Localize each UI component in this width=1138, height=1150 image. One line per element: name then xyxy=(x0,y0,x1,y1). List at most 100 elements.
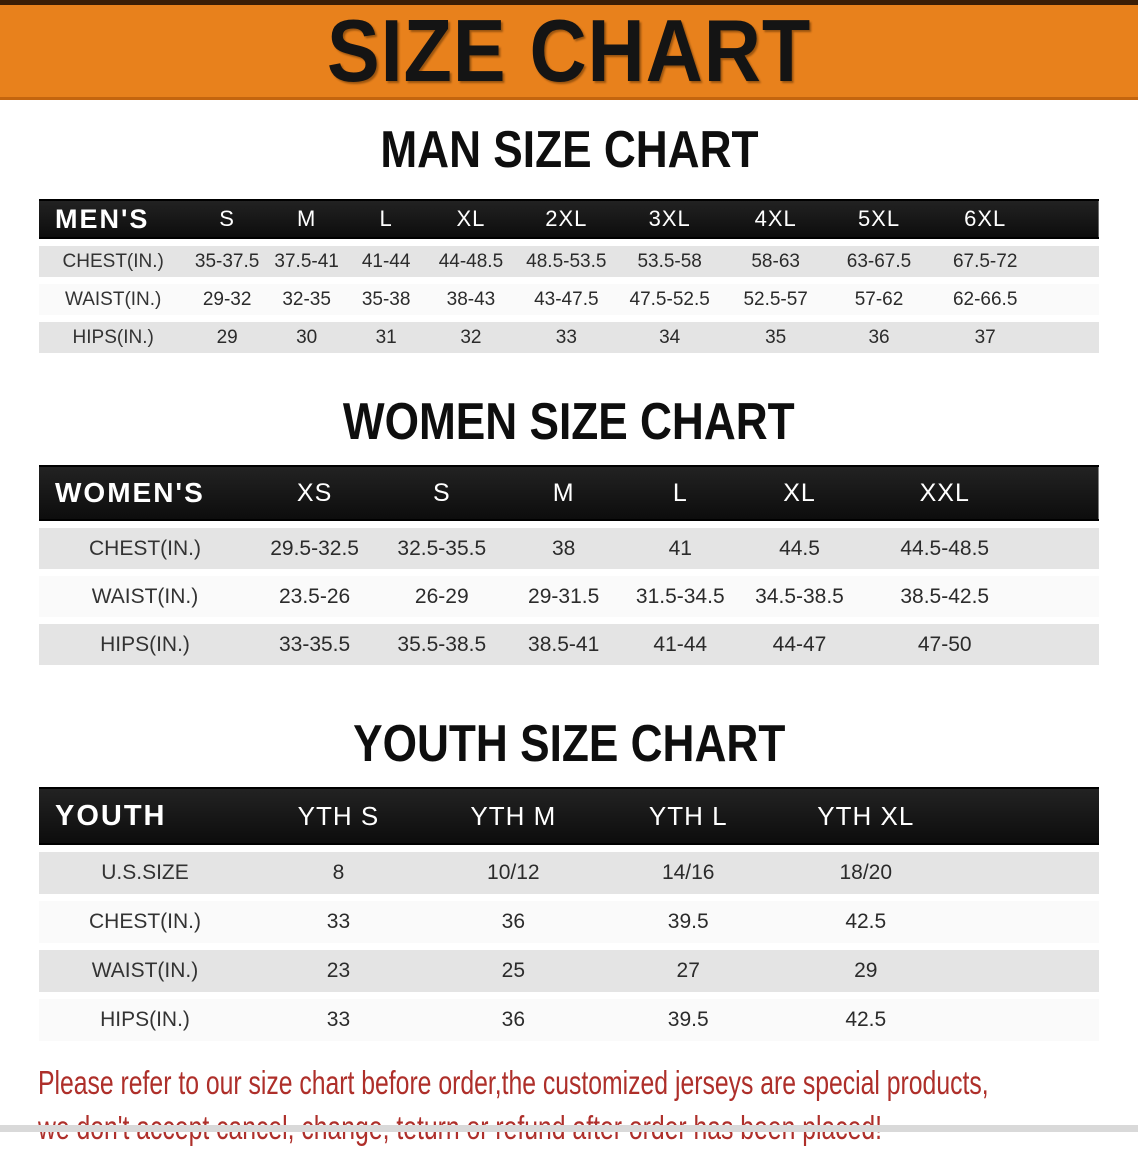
page-title: SIZE CHART xyxy=(300,7,838,95)
men-row-waistin: WAIST(IN.) 29-32 32-35 35-38 38-43 43-47.5 47.… xyxy=(39,284,1099,315)
row-label: WAIST(IN.) xyxy=(64,288,162,310)
size-value: 33 xyxy=(326,910,351,933)
spacer-cell xyxy=(956,999,1099,1041)
spacer-cell xyxy=(956,901,1099,943)
size-value: 47.5-52.5 xyxy=(629,288,710,310)
men-size-col-xl: XL xyxy=(425,199,516,239)
women-size-col-xs: XS xyxy=(251,465,379,521)
men-size-col-4xl: 4XL xyxy=(722,199,829,239)
size-value: 33-35.5 xyxy=(278,632,351,656)
size-value: 44-48.5 xyxy=(438,250,504,272)
size-value: 41-44 xyxy=(361,250,411,272)
size-value: 34.5-38.5 xyxy=(755,584,844,608)
size-value: 29-31.5 xyxy=(528,584,600,608)
size-value: 18/20 xyxy=(839,861,893,884)
youth-size-col-yth-l: YTH L xyxy=(600,787,776,845)
size-value: 42.5 xyxy=(845,910,887,933)
size-value: 53.5-58 xyxy=(637,250,702,272)
row-label: U.S.SIZE xyxy=(101,861,189,884)
disclaimer-line-1-text: Please refer to our size chart before or… xyxy=(38,1064,989,1101)
section-title-women: WOMEN SIZE CHART xyxy=(0,394,1138,450)
size-value: 42.5 xyxy=(845,1008,887,1031)
size-value: 26-29 xyxy=(414,584,469,608)
size-value: 36 xyxy=(868,326,890,348)
size-value: 37 xyxy=(974,326,996,348)
size-value: 29-32 xyxy=(202,288,252,310)
size-value: 41-44 xyxy=(653,632,708,656)
section-title-men: MAN SIZE CHART xyxy=(0,122,1138,178)
youth-size-table: YOUTH YTH S YTH M YTH L YTH XL U.S.SIZE 8 10/12… xyxy=(39,780,1099,1048)
youth-size-col-yth-m: YTH M xyxy=(425,787,601,845)
men-size-col-5xl: 5XL xyxy=(828,199,930,239)
size-value: 32 xyxy=(460,326,482,348)
size-value: 33 xyxy=(326,1008,351,1031)
size-value: 62-66.5 xyxy=(952,288,1018,310)
women-row-hipsin: HIPS(IN.) 33-35.5 35.5-38.5 38.5-41 41-44 44-… xyxy=(39,624,1099,665)
women-size-table: WOMEN'S XS S M L XL XXL CHEST(IN.) 29.5-32.5 32.5… xyxy=(39,458,1099,672)
size-value: 34 xyxy=(659,326,681,348)
size-value: 23.5-26 xyxy=(278,584,351,608)
spacer-cell xyxy=(956,950,1099,992)
row-label: HIPS(IN.) xyxy=(100,632,190,656)
size-value: 38.5-42.5 xyxy=(900,584,990,608)
size-value: 31 xyxy=(375,326,397,348)
men-row-chestin: CHEST(IN.) 35-37.5 37.5-41 41-44 44-48.5 48.5… xyxy=(39,246,1099,277)
size-value: 43-47.5 xyxy=(534,288,599,310)
row-label: WAIST(IN.) xyxy=(91,584,199,608)
size-value: 38 xyxy=(551,536,576,560)
spacer-cell xyxy=(955,787,1099,845)
section-title-women-text: WOMEN SIZE CHART xyxy=(343,393,795,451)
men-size-col-2xl: 2XL xyxy=(515,199,617,239)
men-size-col-6xl: 6XL xyxy=(929,199,1099,239)
women-header-label: WOMEN'S xyxy=(39,465,251,521)
size-value: 47-50 xyxy=(917,632,972,656)
row-label: WAIST(IN.) xyxy=(91,959,199,982)
size-value: 14/16 xyxy=(661,861,715,884)
page-title-text: SIZE CHART xyxy=(326,1,812,100)
youth-row-hipsin: HIPS(IN.) 33 36 39.5 42.5 xyxy=(39,999,1099,1041)
row-label: CHEST(IN.) xyxy=(89,536,201,560)
row-label: CHEST(IN.) xyxy=(62,250,164,272)
size-value: 27 xyxy=(676,959,700,982)
size-value: 39.5 xyxy=(667,910,709,933)
size-value: 10/12 xyxy=(487,861,540,884)
row-label: CHEST(IN.) xyxy=(89,910,201,933)
size-value: 29 xyxy=(854,959,878,982)
size-value: 8 xyxy=(332,861,345,884)
size-value: 32.5-35.5 xyxy=(397,536,487,560)
banner: SIZE CHART xyxy=(0,0,1138,100)
women-size-col-xxl: XXL xyxy=(860,465,1099,521)
row-label: HIPS(IN.) xyxy=(100,1008,190,1031)
size-value: 36 xyxy=(501,910,526,933)
men-size-col-s: S xyxy=(187,199,267,239)
men-size-chart-section: MAN SIZE CHART MEN'S S M L XL 2XL 3XL 4XL 5XL 6XL… xyxy=(0,122,1138,360)
men-header-label: MEN'S xyxy=(39,199,188,239)
spacer-cell xyxy=(956,852,1099,894)
youth-size-chart-section: YOUTH SIZE CHART YOUTH YTH S YTH M YTH L YTH… xyxy=(0,716,1138,1048)
size-value: 57-62 xyxy=(854,288,904,310)
size-value: 63-67.5 xyxy=(846,250,912,272)
size-value: 29.5-32.5 xyxy=(270,536,359,560)
women-header-row: WOMEN'S XS S M L XL XXL xyxy=(39,465,1099,521)
size-value: 44.5-48.5 xyxy=(900,536,990,560)
size-value: 35.5-38.5 xyxy=(397,632,487,656)
youth-row-waistin: WAIST(IN.) 23 25 27 29 xyxy=(39,950,1099,992)
men-size-table: MEN'S S M L XL 2XL 3XL 4XL 5XL 6XL CHEST(IN.) 35-37… xyxy=(39,192,1099,360)
size-value: 35 xyxy=(765,326,787,348)
men-size-col-3xl: 3XL xyxy=(616,199,723,239)
size-value: 32-35 xyxy=(282,288,331,310)
youth-size-col-yth-xl: YTH XL xyxy=(775,787,956,845)
size-value: 38.5-41 xyxy=(528,632,600,656)
size-value: 35-38 xyxy=(361,288,411,310)
row-label: HIPS(IN.) xyxy=(72,326,154,348)
women-size-col-s: S xyxy=(378,465,506,521)
size-value: 35-37.5 xyxy=(194,250,260,272)
women-size-col-xl: XL xyxy=(738,465,861,521)
size-value: 58-63 xyxy=(751,250,800,272)
size-value: 48.5-53.5 xyxy=(526,250,607,272)
youth-row-chestin: CHEST(IN.) 33 36 39.5 42.5 xyxy=(39,901,1099,943)
women-size-chart-section: WOMEN SIZE CHART WOMEN'S XS S M L XL XXL CHEST(… xyxy=(0,394,1138,672)
size-value: 33 xyxy=(555,326,577,348)
size-value: 23 xyxy=(326,959,351,982)
women-row-chestin: CHEST(IN.) 29.5-32.5 32.5-35.5 38 41 44.5 44.5… xyxy=(39,528,1099,569)
